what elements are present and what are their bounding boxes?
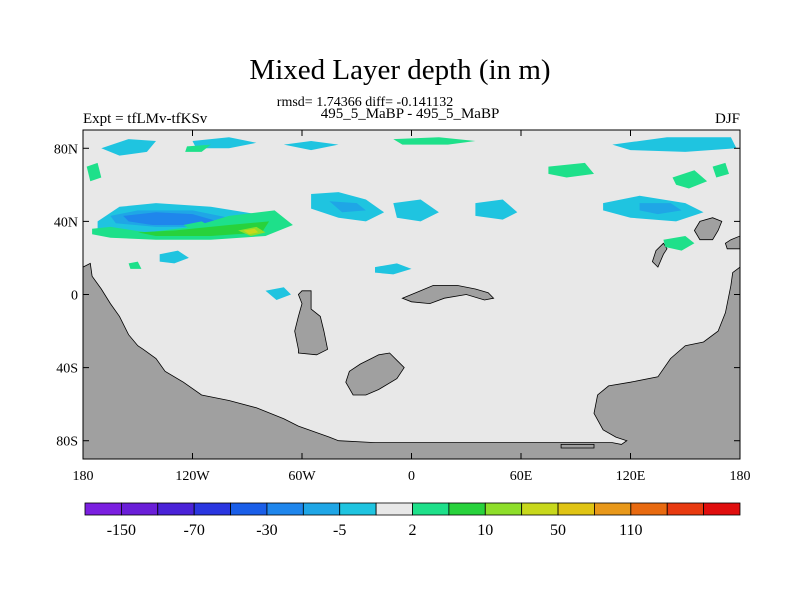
colorbar-swatch xyxy=(448,502,486,516)
y-tick-label: 40N xyxy=(54,215,78,230)
land-area xyxy=(401,284,495,305)
yellow-area xyxy=(243,228,259,235)
shallow_blue-area xyxy=(393,199,439,222)
colorbar-label: 50 xyxy=(550,522,566,539)
land-area xyxy=(294,290,329,356)
mid_blue-area xyxy=(639,203,682,215)
region-land xyxy=(83,217,740,459)
positive_green-area xyxy=(672,170,708,189)
land-area xyxy=(83,262,740,459)
colorbar-swatch xyxy=(484,502,523,516)
land-area xyxy=(651,242,668,268)
positive_green-area xyxy=(128,261,142,269)
shallow_blue-area xyxy=(101,139,156,156)
region-deep_blue xyxy=(123,212,218,225)
x-tick-label: 120W xyxy=(175,469,210,484)
positive_green-area xyxy=(712,162,729,178)
shallow_blue-area xyxy=(375,263,412,275)
colorbar-label: -30 xyxy=(256,522,277,539)
region-strong_green xyxy=(137,221,270,236)
chart-title: Mixed Layer depth (in m) xyxy=(249,54,551,86)
y-tick-label: 80S xyxy=(56,435,78,450)
colorbar-swatch xyxy=(84,502,122,516)
colorbar-swatch xyxy=(266,502,304,516)
y-tick-label: 0 xyxy=(71,289,78,304)
positive_green-area xyxy=(663,236,695,251)
x-axis: 180 120W 60W 0 60E 120E 180 xyxy=(73,130,751,484)
y-axis: 80N 40N 0 40S 80S xyxy=(54,142,740,450)
colorbar-swatch xyxy=(193,502,231,516)
shallow_blue-area xyxy=(283,141,339,151)
chart-subtitle: 495_5_MaBP - 495_5_MaBP xyxy=(320,106,500,122)
colorbar-swatch xyxy=(412,502,450,516)
colorbar-swatch xyxy=(594,502,632,516)
colorbar-label: 10 xyxy=(477,522,493,539)
x-tick-label: 0 xyxy=(408,469,415,484)
shallow_blue-area xyxy=(475,199,518,220)
x-tick-label: 60W xyxy=(288,469,316,484)
colorbar-label: 2 xyxy=(409,522,417,539)
land-area xyxy=(345,352,405,396)
colorbar-swatch xyxy=(302,502,341,516)
season-label: DJF xyxy=(714,111,740,127)
colorbar-swatch xyxy=(157,502,195,516)
colorbar-label: -5 xyxy=(333,522,346,539)
colorbar-label: -150 xyxy=(107,522,136,539)
deep_blue-area xyxy=(123,212,218,225)
positive_green-area xyxy=(548,162,594,178)
colorbar-swatch xyxy=(630,502,668,516)
colorbar-swatch xyxy=(120,502,159,516)
positive_green-area xyxy=(86,162,102,182)
colorbar-swatch xyxy=(703,502,741,516)
colorbar: -150 -70 -30 -5 2 10 50 110 xyxy=(84,502,741,539)
colorbar-swatch xyxy=(375,502,413,516)
colorbar-swatch xyxy=(230,502,268,516)
land-area xyxy=(724,235,740,250)
region-yellow xyxy=(243,228,259,235)
y-tick-label: 40S xyxy=(56,362,78,377)
stats-line: rmsd= 1.74366 diff= -0.141132 xyxy=(276,95,454,110)
positive_green-area xyxy=(185,144,211,152)
land-area xyxy=(560,443,595,449)
contour-regions xyxy=(83,137,740,459)
positive_green-area xyxy=(393,137,476,145)
colorbar-swatch xyxy=(666,502,705,516)
x-tick-label: 120E xyxy=(616,469,646,484)
colorbar-swatch xyxy=(557,502,595,516)
shallow_blue-area xyxy=(159,250,189,264)
shallow_blue-area xyxy=(265,287,291,300)
colorbar-swatch xyxy=(521,502,559,516)
colorbar-swatch xyxy=(339,502,377,516)
x-tick-label: 60E xyxy=(510,469,533,484)
experiment-label: Expt = tfLMv-tfKSv xyxy=(83,111,208,127)
strong_green-area xyxy=(137,221,270,236)
colorbar-label: -70 xyxy=(184,522,205,539)
x-tick-label: 180 xyxy=(73,469,94,484)
mid_blue-area xyxy=(329,201,366,213)
y-tick-label: 80N xyxy=(54,142,78,157)
colorbar-label: 110 xyxy=(619,522,642,539)
x-tick-label: 180 xyxy=(730,469,751,484)
shallow_blue-area xyxy=(612,137,737,152)
land-area xyxy=(693,217,723,241)
